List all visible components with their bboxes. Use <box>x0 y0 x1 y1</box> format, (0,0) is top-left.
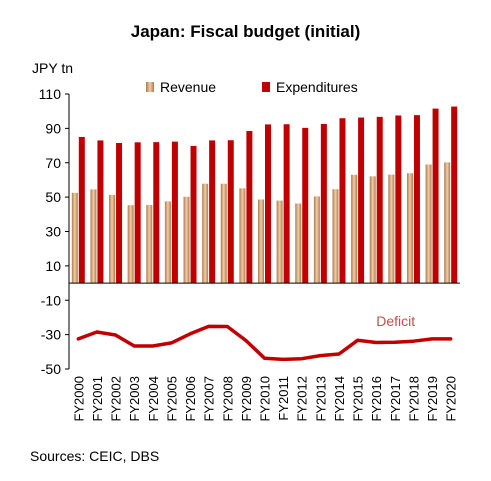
y-tick-label: 110 <box>39 86 62 102</box>
x-tick-label: FY2013 <box>313 376 328 422</box>
deficit-line-group <box>76 324 453 362</box>
bar-expenditures <box>153 142 160 284</box>
chart-title: Japan: Fiscal budget (initial) <box>130 22 361 41</box>
bar-expenditures <box>190 145 197 284</box>
bar-revenue <box>351 174 358 284</box>
bar-revenue <box>127 205 134 284</box>
y-tick-label: 10 <box>45 258 61 274</box>
x-tick-label: FY2017 <box>388 376 403 422</box>
deficit-annotation: Deficit <box>376 313 415 329</box>
deficit-line <box>76 324 453 362</box>
x-tick-label: FY2010 <box>258 376 273 422</box>
y-tick-label: 50 <box>45 189 61 205</box>
x-tick-label: FY2019 <box>425 376 440 422</box>
x-tick-label: FY2008 <box>220 376 235 422</box>
bar-expenditures <box>97 140 104 284</box>
source-note: Sources: CEIC, DBS <box>30 448 160 464</box>
bar-revenue <box>369 176 376 284</box>
y-tick-label: 30 <box>45 224 61 240</box>
bar-expenditures <box>116 142 123 284</box>
y-tick-label: -50 <box>41 361 61 377</box>
bar-revenue <box>146 205 153 284</box>
x-tick-label: FY2004 <box>146 376 161 422</box>
legend-label-expenditures: Expenditures <box>276 79 358 95</box>
bar-revenue <box>332 189 339 284</box>
bar-expenditures <box>413 115 420 284</box>
x-tick-label: FY2005 <box>164 376 179 422</box>
bar-expenditures <box>358 117 365 284</box>
bar-revenue <box>164 201 171 284</box>
bar-revenue <box>425 164 432 284</box>
legend-swatch-expenditures <box>262 82 270 92</box>
bar-revenue <box>295 203 302 284</box>
bar-revenue <box>388 174 395 284</box>
legend-swatch-revenue <box>146 82 154 92</box>
bar-expenditures <box>265 124 271 284</box>
chart-legend: Revenue Expenditures <box>146 79 358 95</box>
bar-expenditures <box>302 127 309 284</box>
bar-expenditures <box>432 108 439 284</box>
bar-revenue <box>109 194 116 284</box>
y-tick-label: 90 <box>45 120 61 136</box>
bar-expenditures <box>395 115 402 284</box>
bar-revenue <box>276 200 283 284</box>
bar-revenue <box>90 189 97 284</box>
x-tick-label: FY2007 <box>202 376 217 422</box>
x-tick-label: FY2018 <box>406 376 421 422</box>
bar-expenditures <box>171 141 178 284</box>
bar-expenditures <box>283 124 290 284</box>
bar-revenue <box>406 173 413 284</box>
bars-group <box>71 106 458 284</box>
bar-revenue <box>71 192 78 284</box>
y-axis-unit-label: JPY tn <box>32 60 73 76</box>
bar-expenditures <box>209 140 216 284</box>
bar-revenue <box>258 199 264 284</box>
bar-expenditures <box>451 106 458 284</box>
bar-expenditures <box>78 136 85 284</box>
y-tick-label: 70 <box>45 155 61 171</box>
x-tick-label: FY2003 <box>127 376 142 422</box>
bar-revenue <box>313 196 320 284</box>
bar-revenue <box>183 196 190 284</box>
x-tick-label: FY2020 <box>444 376 459 422</box>
x-tick-label: FY2014 <box>332 376 347 422</box>
x-tick-label: FY2000 <box>71 376 86 422</box>
bar-expenditures <box>134 142 141 284</box>
bar-expenditures <box>376 116 383 284</box>
x-tick-label: FY2016 <box>369 376 384 422</box>
x-tick-label: FY2002 <box>109 376 124 422</box>
bar-revenue <box>202 183 209 284</box>
x-tick-label: FY2001 <box>90 376 105 422</box>
x-tick-label: FY2006 <box>183 376 198 422</box>
x-tick-label: FY2011 <box>276 376 291 421</box>
y-axis: 110 90 70 50 30 10 -10 -30 -50 <box>39 86 70 377</box>
bar-expenditures <box>339 118 346 284</box>
x-tick-label: FY2012 <box>295 376 310 422</box>
bar-expenditures <box>227 140 234 284</box>
bar-revenue <box>239 188 246 284</box>
x-tick-label: FY2009 <box>239 376 254 422</box>
y-tick-label: -10 <box>41 292 61 308</box>
y-tick-label: -30 <box>41 327 61 343</box>
bar-expenditures <box>320 123 327 284</box>
bar-expenditures <box>246 130 253 284</box>
bar-revenue <box>220 183 227 284</box>
bar-revenue <box>444 162 451 284</box>
legend-label-revenue: Revenue <box>160 79 216 95</box>
x-axis: FY2000 FY2001 FY2002 FY2003 FY2004 FY2005 FY20… <box>69 282 460 422</box>
x-tick-label: FY2015 <box>351 376 366 422</box>
